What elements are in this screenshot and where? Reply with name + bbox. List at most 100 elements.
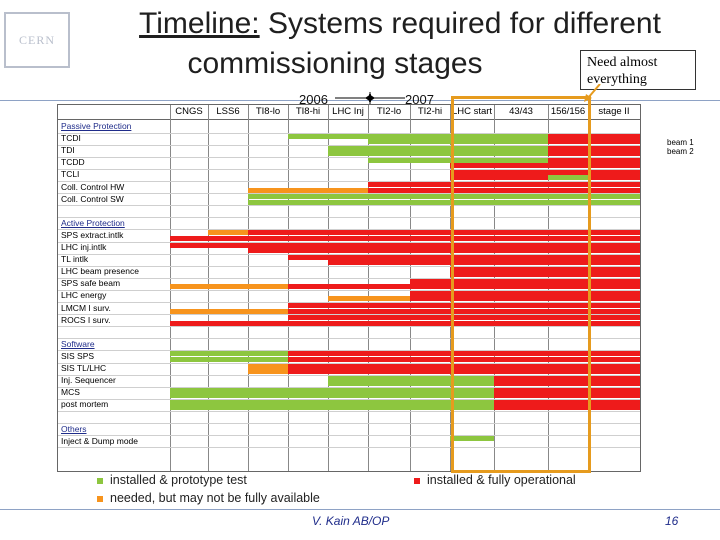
year-2006: 2006 [299, 92, 328, 107]
status-bar [410, 290, 640, 296]
system-label: TL intlk [61, 254, 89, 265]
orange-swatch [97, 495, 103, 502]
row-rule [58, 217, 640, 219]
status-bar [170, 284, 288, 290]
row-rule [58, 302, 640, 303]
status-bar [170, 405, 494, 411]
status-bar [450, 272, 640, 278]
row-rule [58, 314, 640, 316]
row-rule [58, 423, 640, 424]
system-label: Inj. Sequencer [61, 375, 116, 386]
title-line2: commissioning stages [187, 47, 483, 80]
system-label: SIS TL/LHC [61, 363, 107, 373]
footer-author: V. Kain AB/OP [312, 514, 390, 528]
title-keyword: Timeline: [139, 7, 260, 40]
status-bar [288, 308, 640, 314]
column-header: TI8-hi [295, 106, 321, 117]
status-bar [494, 381, 640, 387]
header-divider [0, 100, 720, 101]
row-rule [58, 229, 640, 231]
status-bar [288, 254, 640, 260]
status-bar [170, 387, 494, 393]
row-rule [58, 386, 640, 388]
lhc-start-highlight [451, 96, 591, 473]
column-header: 156/156 [550, 106, 586, 117]
row-rule [58, 362, 640, 364]
status-bar [368, 187, 640, 193]
status-bar [248, 199, 368, 205]
status-bar [170, 308, 288, 314]
status-bar [208, 230, 248, 236]
column-header: LHC Inj [332, 106, 364, 117]
year-arrow [335, 92, 405, 104]
status-bar [588, 175, 640, 181]
status-bar [494, 387, 640, 393]
status-bar [170, 356, 288, 362]
row-rule [58, 289, 640, 291]
row-rule [58, 265, 640, 267]
section-label: Others [61, 423, 87, 434]
system-label: SPS safe beam [61, 278, 121, 289]
system-label: LHC energy [61, 290, 107, 301]
footer-divider [0, 509, 720, 510]
status-bar [288, 369, 640, 374]
row-rule [58, 144, 640, 146]
status-bar [368, 182, 450, 187]
system-label: Coll. Control HW [61, 181, 125, 192]
status-bar [410, 296, 640, 302]
status-bar [548, 175, 588, 181]
system-label: TDI [61, 145, 75, 156]
system-label: TCDD [61, 157, 85, 168]
status-bar [450, 266, 640, 272]
status-bar [328, 151, 548, 157]
row-rule [58, 181, 640, 182]
row-rule [58, 277, 640, 279]
status-bar [288, 351, 640, 357]
status-bar [328, 375, 494, 381]
system-label: TCDI [61, 133, 81, 144]
status-bar [328, 296, 410, 302]
legend-green: installed & prototype test [97, 473, 247, 487]
red-swatch [414, 477, 420, 484]
column-header: TI2-lo [376, 106, 402, 117]
column-header: CNGS [175, 106, 203, 117]
status-bar [450, 163, 548, 169]
commissioning-table: CNGS LSS6 TI8-lo TI8-hi LHC Inj TI2-lo TI2-hi L… [57, 104, 641, 472]
status-bar [450, 175, 548, 181]
status-bar [288, 363, 640, 369]
system-label: MCS [61, 387, 80, 398]
header-rule [58, 119, 640, 120]
status-bar [548, 139, 640, 145]
system-label: SPS extract.intlk [61, 229, 124, 240]
legend-red: installed & fully operational [414, 473, 576, 487]
status-bar [170, 399, 494, 405]
status-bar [368, 194, 640, 200]
row-rule [58, 156, 640, 158]
system-label: post mortem [61, 399, 109, 410]
status-bar [450, 182, 548, 187]
status-bar [548, 169, 640, 175]
row-rule [58, 374, 640, 376]
status-bar [548, 182, 640, 187]
status-bar [170, 235, 640, 241]
system-label: LHC inj.intlk [61, 242, 107, 252]
system-label: Inject & Dump mode [61, 435, 139, 446]
status-bar [368, 145, 548, 151]
column-header: TI8-lo [255, 106, 281, 117]
status-bar [368, 199, 640, 205]
callout-box: Need almost everything [580, 50, 696, 90]
status-bar [248, 369, 288, 374]
row-rule [58, 253, 640, 255]
status-bar [494, 405, 640, 411]
page-number: 16 [665, 514, 679, 528]
row-rule [58, 241, 640, 243]
slide-title: Timeline: Systems required for different… [100, 4, 700, 84]
status-bar [368, 133, 548, 139]
status-bar [328, 145, 368, 151]
section-label: Software [61, 338, 95, 349]
row-rule [58, 410, 640, 412]
system-label: Coll. Control SW [61, 193, 124, 204]
status-bar [288, 133, 368, 139]
status-bar [170, 242, 640, 248]
status-bar [248, 248, 640, 253]
